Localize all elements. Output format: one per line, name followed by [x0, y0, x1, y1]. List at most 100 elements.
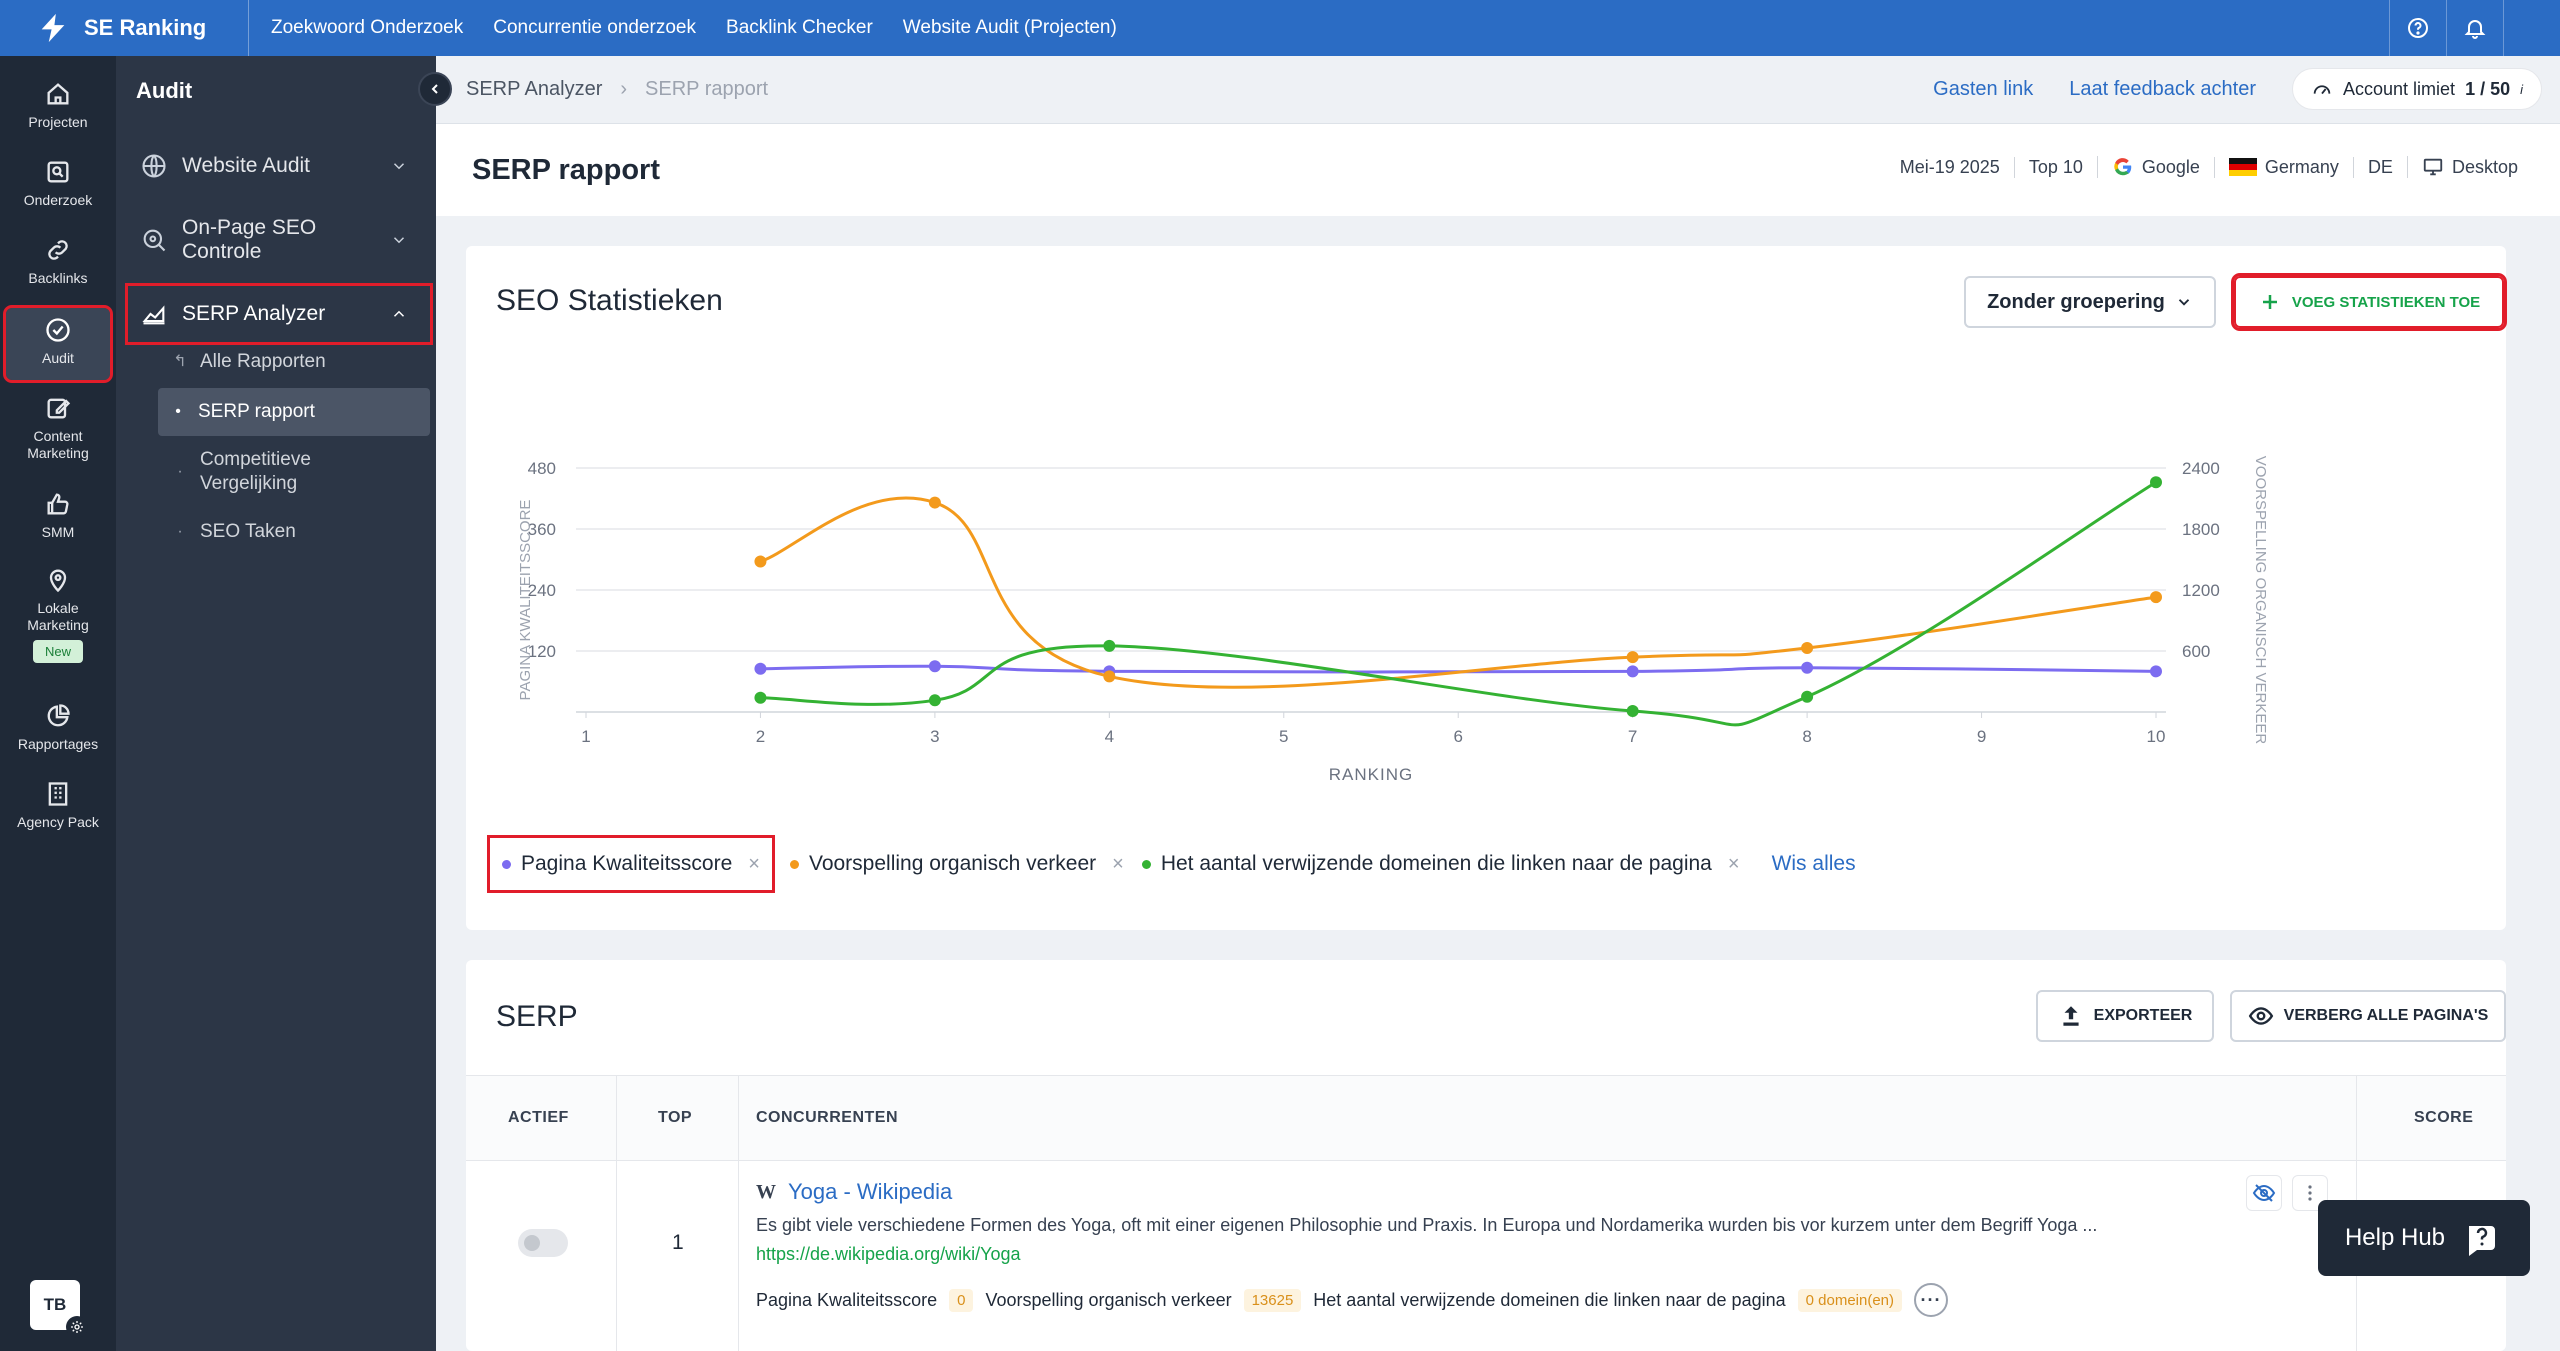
- export-button[interactable]: EXPORTEER: [2036, 990, 2214, 1042]
- subitem-alle-rapporten[interactable]: ↰ Alle Rapporten: [160, 350, 430, 374]
- legend-item-referring-domains[interactable]: Het aantal verwijzende domeinen die link…: [1141, 852, 1740, 876]
- sidebar-item-label: Website Audit: [182, 154, 311, 177]
- add-stats-label: VOEG STATISTIEKEN TOE: [2291, 293, 2481, 311]
- rail-item-agency-pack[interactable]: Agency Pack: [6, 780, 110, 831]
- sidebar-item-serp-analyzer[interactable]: SERP Analyzer: [125, 283, 433, 345]
- competitor-url[interactable]: https://de.wikipedia.org/wiki/Yoga: [756, 1244, 1021, 1264]
- data-point-1: [754, 555, 767, 568]
- plus-icon: [2262, 295, 2277, 309]
- data-point-1: [928, 496, 941, 509]
- competitor-title-link[interactable]: Yoga - Wikipedia: [788, 1179, 953, 1204]
- col-score[interactable]: SCORE: [2414, 1109, 2474, 1126]
- notifications-button[interactable]: [2447, 0, 2503, 56]
- rail-label: Content Marketing: [27, 428, 89, 461]
- y-left-tick-label: 240: [528, 581, 556, 600]
- check-circle-icon: [46, 318, 70, 342]
- bullet-icon: ·: [177, 463, 183, 480]
- rail-item-projecten[interactable]: Projecten: [6, 80, 110, 131]
- topnav-backlink-checker[interactable]: Backlink Checker: [726, 17, 873, 38]
- limit-value: 1 / 50: [2465, 78, 2511, 99]
- topnav-keyword-research[interactable]: Zoekwoord Onderzoek: [271, 17, 464, 38]
- topnav-website-audit[interactable]: Website Audit (Projecten): [902, 17, 1117, 38]
- feedback-link[interactable]: Laat feedback achter: [2069, 77, 2257, 100]
- subitem-serp-rapport[interactable]: • SERP rapport: [158, 388, 430, 436]
- y-left-tick-label: 480: [528, 459, 556, 478]
- sidebar-item-onpage-seo[interactable]: On-Page SEO Controle: [140, 216, 410, 264]
- close-icon[interactable]: ×: [748, 852, 760, 875]
- rail-item-content-marketing[interactable]: Content Marketing: [6, 394, 110, 462]
- data-point-0: [754, 662, 767, 675]
- add-stats-button[interactable]: VOEG STATISTIEKEN TOE: [2231, 273, 2507, 331]
- rail-item-rapportages[interactable]: Rapportages: [6, 702, 110, 753]
- subitem-label: Competitieve Vergelijking: [200, 449, 311, 494]
- rail-item-smm[interactable]: SMM: [6, 490, 110, 541]
- help-hub-button[interactable]: Help Hub: [2318, 1200, 2530, 1276]
- x-tick-label: 9: [1977, 727, 1986, 746]
- hide-all-pages-button[interactable]: VERBERG ALLE PAGINA'S: [2230, 990, 2506, 1042]
- grouping-dropdown[interactable]: Zonder groepering: [1964, 276, 2216, 328]
- col-concurrenten[interactable]: CONCURRENTEN: [756, 1109, 898, 1126]
- seo-stats-card: SEO Statistieken Zonder groepering VOEG …: [466, 246, 2507, 930]
- legend-label: Het aantal verwijzende domeinen die link…: [1160, 852, 1712, 875]
- breadcrumb-current: SERP rapport: [645, 78, 769, 100]
- active-toggle[interactable]: [518, 1229, 568, 1257]
- subitem-label: SERP rapport: [198, 401, 315, 422]
- desktop-icon: [2423, 158, 2443, 176]
- report-lang: DE: [2352, 156, 2407, 178]
- rail-item-lokale-marketing[interactable]: Lokale Marketing New: [6, 566, 110, 663]
- competitor-metrics: Pagina Kwaliteitsscore 0 Voorspelling or…: [756, 1283, 2156, 1317]
- data-point-1: [1801, 641, 1814, 654]
- rail-item-audit[interactable]: Audit: [3, 305, 113, 383]
- help-button[interactable]: [2390, 0, 2446, 56]
- data-point-2: [928, 694, 941, 707]
- subitem-label: Alle Rapporten: [200, 351, 326, 372]
- page-title: SERP rapport: [472, 153, 661, 186]
- metric-label: Het aantal verwijzende domeinen die link…: [1313, 1289, 1786, 1310]
- col-actief[interactable]: ACTIEF: [508, 1109, 569, 1126]
- collapse-sidebar-button[interactable]: [418, 72, 452, 106]
- series-line-1: [759, 496, 2157, 689]
- legend-item-quality-score[interactable]: Pagina Kwaliteitsscore ×: [487, 835, 775, 893]
- x-tick-label: 5: [1279, 727, 1288, 746]
- y-right-tick-label: 600: [2182, 642, 2210, 661]
- subitem-seo-taken[interactable]: · SEO Taken: [160, 520, 430, 544]
- y-right-tick-label: 1800: [2182, 520, 2220, 539]
- avatar[interactable]: TB: [30, 1280, 88, 1338]
- limit-info: i: [2520, 81, 2523, 97]
- guest-link[interactable]: Gasten link: [1933, 77, 2034, 100]
- sidebar-item-label: On-Page SEO Controle: [182, 216, 317, 263]
- sidebar-item-website-audit[interactable]: Website Audit: [140, 152, 430, 180]
- legend-item-organic-traffic[interactable]: Voorspelling organisch verkeer ×: [789, 852, 1124, 876]
- chevron-down-icon: [393, 163, 405, 170]
- account-limit[interactable]: Account limiet 1 / 50 i: [2292, 68, 2542, 110]
- subitem-competitieve-vergelijking[interactable]: · Competitieve Vergelijking: [160, 448, 360, 496]
- close-icon[interactable]: ×: [1727, 852, 1740, 875]
- topnav-competitor-research[interactable]: Concurrentie onderzoek: [493, 17, 697, 38]
- data-point-2: [2150, 476, 2162, 489]
- breadcrumb-parent[interactable]: SERP Analyzer: [466, 78, 603, 100]
- audit-sidebar: Audit Website Audit On-Page SEO Controle…: [116, 56, 436, 1351]
- col-top[interactable]: TOP: [658, 1109, 693, 1126]
- rail-item-onderzoek[interactable]: Onderzoek: [6, 158, 110, 209]
- search-check-icon: [143, 229, 166, 252]
- link-icon: [48, 240, 68, 260]
- y-right-tick-label: 2400: [2182, 459, 2220, 478]
- brand-logo[interactable]: SE Ranking: [0, 11, 248, 45]
- rail-label: SMM: [41, 524, 75, 540]
- hide-page-button[interactable]: [2246, 1175, 2282, 1211]
- sidebar-title: Audit: [136, 78, 193, 103]
- bullet-icon: •: [175, 403, 181, 420]
- data-point-0: [1626, 665, 1639, 678]
- metric-value: 0 domein(en): [1797, 1288, 1903, 1312]
- map-pin-icon: [49, 569, 67, 593]
- close-icon[interactable]: ×: [1112, 852, 1124, 875]
- serp-title: SERP: [496, 1000, 578, 1033]
- table-divider: [616, 1075, 617, 1351]
- chart-legend: Pagina Kwaliteitsscore × Voorspelling or…: [487, 835, 1856, 893]
- y-left-axis-label: PAGINA KWALITEITSSCORE: [517, 500, 534, 701]
- bell-icon: [2464, 20, 2486, 39]
- clear-all-link[interactable]: Wis alles: [1771, 852, 1856, 875]
- rail-item-backlinks[interactable]: Backlinks: [6, 236, 110, 287]
- more-metrics-button[interactable]: ···: [1914, 1283, 1949, 1317]
- rail-label: Lokale Marketing: [27, 600, 89, 633]
